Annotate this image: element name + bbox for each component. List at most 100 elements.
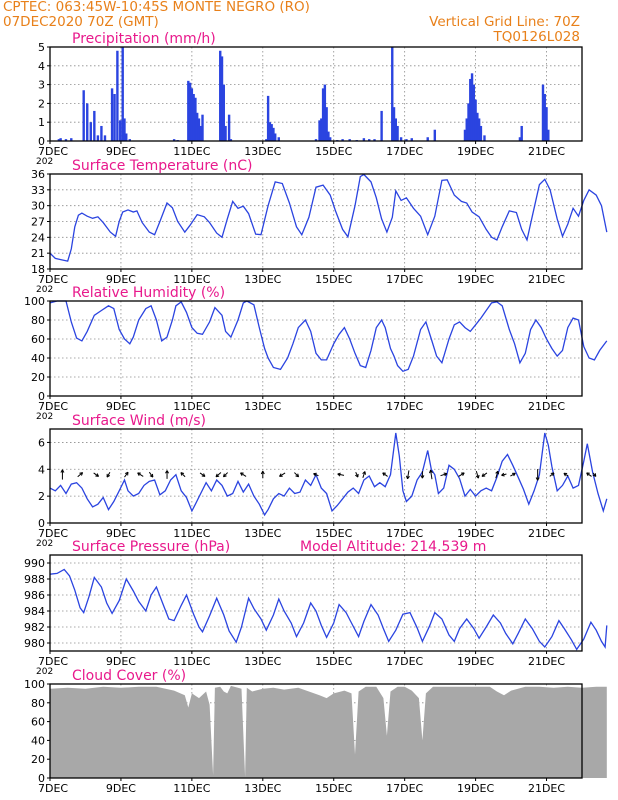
x-tick-label: 17DEC (386, 527, 423, 540)
y-tick-label: 33 (31, 184, 45, 197)
precip-bar (201, 114, 204, 141)
y-tick-label: 990 (24, 557, 45, 570)
precip-bar (520, 125, 523, 141)
precip-bar (391, 47, 394, 141)
precip-bar (219, 50, 222, 142)
y-tick-label: 988 (24, 573, 45, 586)
precip-bar (433, 129, 437, 141)
precip-bar (518, 137, 522, 141)
precip-bar (70, 138, 73, 141)
x-tick-label: 7DEC (38, 145, 68, 158)
wind-arrow (165, 470, 170, 479)
precip-bar (318, 120, 321, 141)
x-tick-label: 13DEC (244, 273, 281, 286)
panel-title: Surface Temperature (nC) (72, 158, 253, 174)
panel-frame (49, 428, 583, 524)
precip-bar (394, 118, 397, 141)
x-tick-label: 9DEC (106, 655, 136, 668)
model-altitude-label: Model Altitude: 214.539 m (300, 539, 486, 555)
panel-title: Surface Wind (m/s) (72, 413, 206, 429)
panel-frame (49, 554, 583, 652)
precip-bar (227, 114, 231, 141)
precip-bar (328, 137, 332, 141)
x-tick-label: 15DEC (315, 145, 352, 158)
wind-arrow (362, 471, 366, 478)
precip-bar (187, 80, 190, 141)
wind-arrow (355, 472, 359, 478)
panel-frame (49, 46, 583, 142)
x-tick-label: 17DEC (386, 782, 423, 795)
x-tick-label: 17DEC (386, 655, 423, 668)
x-tick-label: 7DEC (38, 273, 68, 286)
panel-frame (49, 300, 583, 397)
x-tick-label: 21DEC (528, 527, 565, 540)
precip-bar (93, 110, 96, 141)
x-tick-label: 15DEC (315, 782, 352, 795)
x-tick-label: 11DEC (173, 273, 210, 286)
precip-bar (380, 110, 383, 141)
precip-bar (266, 95, 270, 141)
x-tick-label: 21DEC (528, 145, 565, 158)
wind-arrow (240, 472, 247, 477)
precip-bar (348, 139, 351, 141)
y-tick-label: 980 (24, 637, 45, 650)
precip-bar (410, 138, 413, 141)
precip-bar (327, 131, 330, 141)
header-model-code: TQ0126L028 (493, 29, 580, 45)
wind-arrow (382, 472, 388, 477)
wind-arrow (60, 469, 65, 480)
x-tick-label: 21DEC (528, 782, 565, 795)
y-tick-label: 20 (31, 371, 45, 384)
y-tick-label: 20 (31, 753, 45, 766)
x-tick-label: 9DEC (106, 782, 136, 795)
precip-bar (89, 122, 92, 141)
x-tick-label: 13DEC (244, 400, 281, 413)
wind-arrow (106, 471, 111, 478)
wind-arrow (535, 469, 540, 481)
precip-bar (224, 125, 227, 141)
precip-bar (405, 139, 408, 141)
x-year-label: 202 (36, 157, 53, 167)
panel-title: Relative Humidity (%) (72, 285, 225, 301)
y-tick-label: 2 (38, 97, 45, 110)
y-tick-label: 18 (31, 263, 45, 276)
y-tick-label: 0 (38, 390, 45, 403)
x-tick-label: 11DEC (173, 782, 210, 795)
wind-arrow (148, 471, 154, 478)
precip-bar (119, 120, 122, 141)
x-tick-label: 11DEC (173, 145, 210, 158)
precip-bar (82, 90, 85, 141)
precip-bar (465, 118, 468, 141)
precip-bar (320, 118, 323, 141)
precip-bar (463, 129, 467, 141)
x-tick-label: 9DEC (106, 400, 136, 413)
precip-bar (470, 73, 474, 141)
wind-arrow (495, 470, 500, 479)
wind-arrow (429, 469, 433, 480)
wind-arrow (294, 472, 300, 478)
precip-bar (172, 139, 176, 141)
panel-title: Cloud Cover (%) (72, 668, 186, 684)
x-tick-label: 19DEC (457, 273, 494, 286)
precip-bar (467, 103, 470, 141)
y-tick-label: 21 (31, 247, 45, 260)
pres-line (49, 568, 608, 651)
precip-bar (113, 94, 116, 141)
panel-frame (49, 683, 583, 779)
precip-bar (222, 84, 225, 141)
wind-arrow (510, 472, 516, 477)
precip-bar (472, 84, 476, 141)
x-tick-label: 13DEC (244, 145, 281, 158)
y-tick-label: 60 (31, 716, 45, 729)
precip-bar (188, 82, 192, 141)
x-tick-label: 21DEC (528, 400, 565, 413)
precip-bar (59, 138, 62, 141)
header-station: CPTEC: 063:45W-10:45S MONTE NEGRO (RO) (3, 0, 310, 15)
x-year-label: 202 (36, 667, 53, 677)
precip-bar (321, 88, 325, 141)
x-tick-label: 13DEC (244, 527, 281, 540)
precip-bar (86, 103, 89, 141)
wind-arrow (77, 472, 84, 478)
precip-bar (64, 139, 68, 141)
wind-arrow (440, 472, 448, 477)
